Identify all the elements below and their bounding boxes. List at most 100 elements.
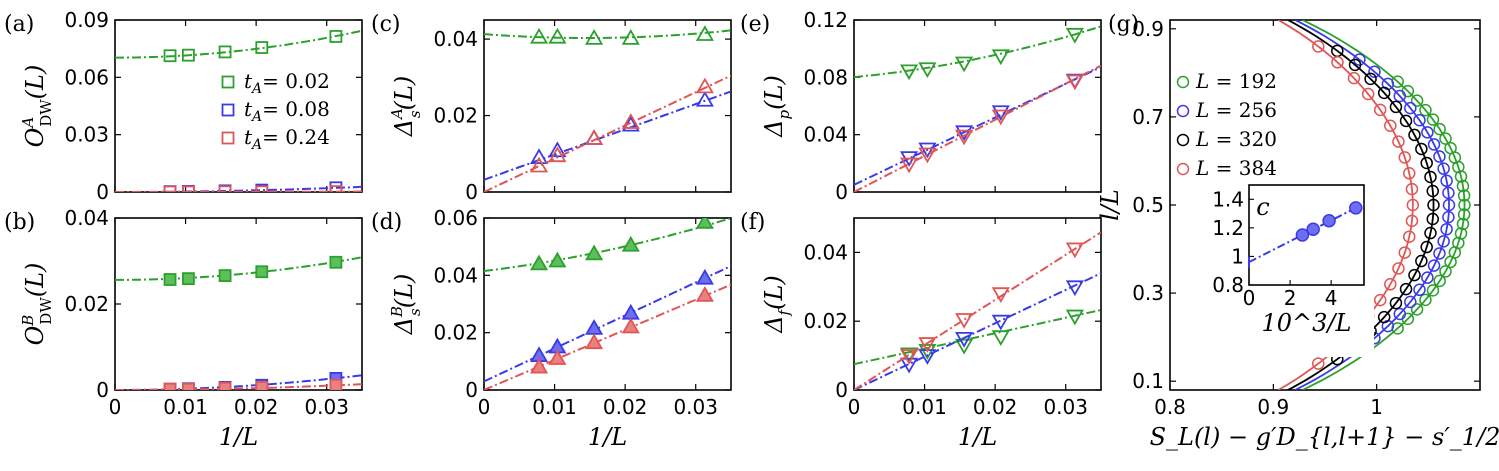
data-point-red	[991, 287, 1010, 303]
data-point-green	[621, 29, 640, 45]
data-point-red	[329, 378, 343, 390]
y-axis-label: Δp(L)	[760, 75, 793, 138]
data-point-green	[1439, 132, 1452, 145]
fit-line-red	[115, 383, 362, 390]
x-tick-label: 0	[478, 395, 491, 419]
data-point-green	[695, 218, 714, 229]
data-point-red	[1312, 357, 1325, 370]
inset-data-point	[1322, 213, 1336, 228]
inset-y-tick-label: 0.8	[1212, 273, 1244, 297]
data-point-black	[1399, 282, 1413, 296]
data-point-red	[955, 129, 974, 146]
x-tick-label: 0.9	[1257, 395, 1289, 419]
legend-label: L = 256	[1195, 98, 1277, 122]
panel-g: (g) 0.8 0.9 1 0.1 0.3 0.5 0.7 0.9 l/L S_L(l) − g′D…	[1096, 12, 1499, 451]
data-point-blue	[1433, 150, 1446, 163]
panel-label: (b)	[4, 210, 35, 235]
data-point-red	[329, 185, 343, 192]
data-point-red	[1384, 119, 1397, 132]
data-point-black	[1415, 142, 1428, 156]
x-tick-label: 0.03	[1043, 395, 1088, 419]
data-point-red	[1405, 214, 1419, 228]
inset-data-point	[1306, 222, 1320, 237]
data-point-green	[329, 30, 343, 43]
fit-line-green	[484, 29, 731, 39]
data-point-blue	[991, 314, 1010, 331]
data-point-green	[548, 251, 567, 268]
data-point-red	[548, 146, 567, 163]
data-point-red	[548, 349, 567, 365]
data-point-green	[991, 49, 1010, 66]
data-point-green	[1433, 274, 1446, 288]
data-point-blue	[621, 303, 640, 320]
data-point-red	[1065, 74, 1084, 91]
data-point-black	[1415, 254, 1428, 268]
data-point-green	[1456, 179, 1470, 193]
axes-frame	[114, 217, 363, 391]
data-point-black	[1399, 114, 1413, 128]
plot-area	[115, 29, 362, 192]
data-point-blue	[1065, 280, 1084, 297]
panel-label: (e)	[740, 12, 770, 37]
inset-x-tick-label: 2	[1284, 286, 1297, 310]
data-point-black	[1426, 212, 1439, 226]
y-axis-label: OADW(L)	[19, 65, 55, 148]
y-tick-label: 0.08	[803, 65, 848, 89]
data-point-black	[1426, 184, 1439, 198]
y-axis-label-text: Δf(L)	[760, 275, 793, 334]
data-point-red	[163, 185, 177, 192]
axes-frame	[483, 19, 732, 193]
data-point-blue	[1393, 307, 1407, 321]
data-point-red	[695, 77, 714, 94]
data-point-red	[1312, 40, 1325, 53]
panel-d: (d) 0 0.01 0.02 0.03 0 0.02 0.04 0.06 1/L ΔBs(L)	[371, 206, 732, 451]
data-point-black	[1348, 58, 1362, 72]
legend-marker	[1176, 133, 1190, 147]
fit-line-green	[115, 29, 362, 59]
data-point-green	[1457, 189, 1471, 202]
legend-label: tA= 0.02	[244, 69, 330, 97]
data-point-red	[1361, 87, 1375, 101]
data-point-blue	[548, 141, 567, 158]
y-axis-label-text: OBDW(L)	[19, 263, 55, 346]
data-point-green	[1454, 227, 1468, 240]
data-point-red	[529, 357, 549, 374]
data-point-red	[621, 317, 640, 334]
y-axis-label: ΔAs(L)	[388, 76, 424, 138]
x-tick-label: 0	[109, 395, 122, 419]
data-point-red	[181, 185, 195, 192]
data-point-blue	[1413, 283, 1426, 297]
data-point-blue	[1433, 247, 1446, 260]
data-point-red	[1373, 103, 1387, 117]
y-axis-label-text: ΔAs(L)	[388, 76, 424, 138]
legend-label: L = 192	[1195, 69, 1277, 93]
data-point-green	[1410, 94, 1424, 107]
legend-marker	[1176, 104, 1190, 118]
inset-y-tick-label: 1.4	[1212, 187, 1244, 211]
legend-marker	[1176, 75, 1190, 89]
inset-y-tick-label: 1.2	[1212, 216, 1244, 240]
y-tick-label: 0.12	[803, 8, 848, 32]
inset-y-tick-label: 1	[1231, 244, 1244, 268]
y-axis-label-text: OADW(L)	[19, 65, 55, 148]
data-point-red	[585, 333, 604, 350]
y-tick-label: 0.04	[433, 27, 478, 51]
y-axis-label-text: Δp(L)	[760, 75, 793, 138]
data-point-black	[1424, 226, 1437, 240]
data-point-black	[1377, 86, 1391, 100]
fit-line-green	[484, 218, 731, 272]
inset-y-label: c	[1256, 193, 1269, 221]
data-point-green	[899, 64, 919, 81]
data-point-blue	[1437, 235, 1450, 248]
data-point-blue	[529, 148, 549, 165]
y-tick-label: 0.04	[64, 206, 109, 230]
x-tick-label: 0.01	[532, 395, 577, 419]
data-point-green	[255, 265, 269, 279]
data-point-blue	[1421, 126, 1434, 139]
plot-area	[854, 231, 1101, 390]
y-axis-label: OBDW(L)	[19, 263, 55, 346]
data-point-red	[918, 147, 937, 164]
y-tick-label: 0.1	[1132, 369, 1164, 393]
x-tick-label: 0.01	[902, 395, 947, 419]
data-point-green	[955, 56, 974, 73]
